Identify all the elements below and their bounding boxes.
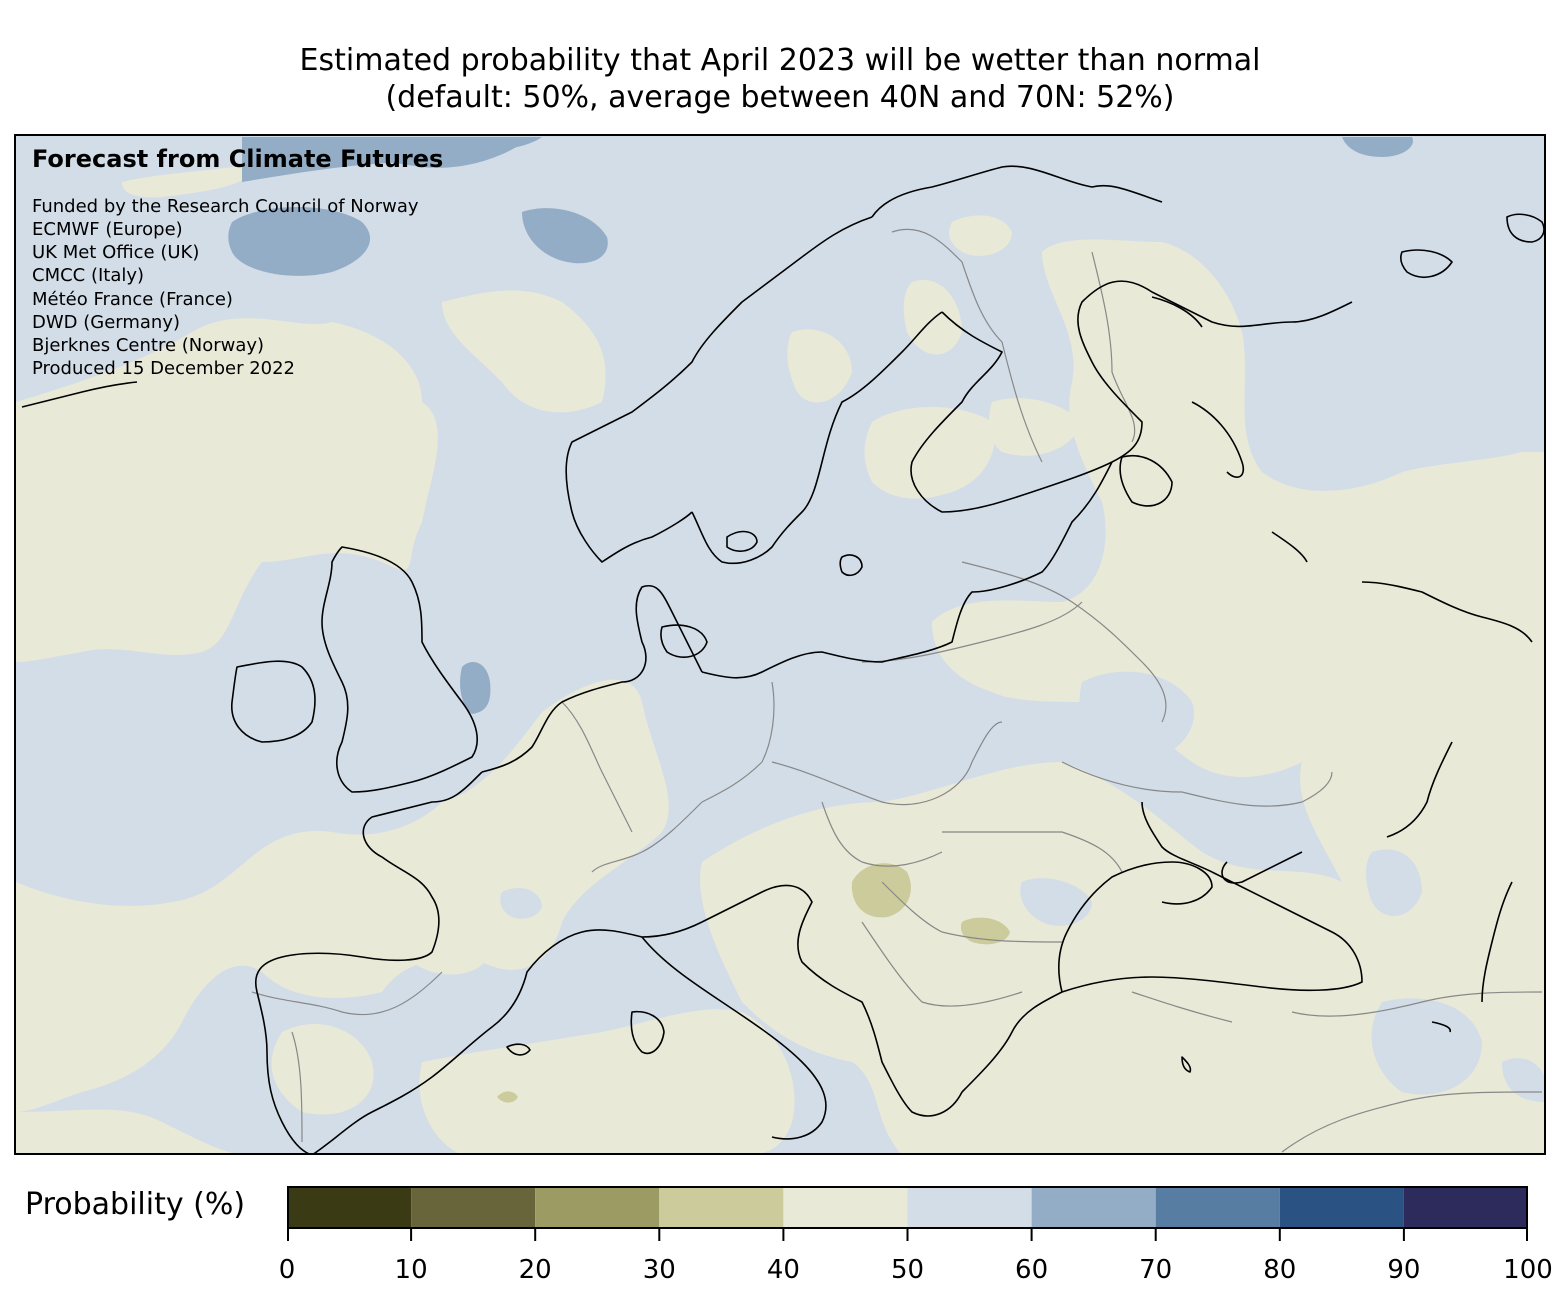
credits-heading: Forecast from Climate Futures [32, 145, 444, 173]
colorbar-tick-label: 60 [1015, 1255, 1049, 1285]
colorbar-bin-40-50 [783, 1186, 908, 1229]
credit-line-ecmwf: ECMWF (Europe) [32, 219, 183, 240]
colorbar-bin-0-10 [287, 1186, 412, 1229]
iceland-coast [21, 381, 138, 408]
colorbar-label: Probability (%) [25, 1187, 246, 1222]
colorbar-tick-label: 0 [278, 1255, 296, 1285]
colorbar-bin-30-40 [659, 1186, 784, 1229]
coastlines [21, 165, 1544, 1153]
colorbar-tick-label: 40 [766, 1255, 800, 1285]
colorbar-bin-90-100 [1403, 1186, 1528, 1229]
colorbar [287, 1186, 1528, 1241]
colorbar-bin-50-60 [907, 1186, 1032, 1229]
probability-map: Forecast from Climate Futures Funded by … [14, 134, 1546, 1155]
credit-line-ukmo: UK Met Office (UK) [32, 242, 200, 263]
colorbar-tick-label: 80 [1263, 1255, 1297, 1285]
colorbar-tick-label: 10 [394, 1255, 428, 1285]
colorbar-bin-10-20 [411, 1186, 536, 1229]
colorbar-bin-20-30 [535, 1186, 660, 1229]
map-canvas [16, 136, 1544, 1153]
chart-title-line1: Estimated probability that April 2023 wi… [299, 43, 1261, 78]
field-40-50 [16, 162, 1544, 1153]
colorbar-tick-label: 30 [642, 1255, 676, 1285]
colorbar-tick-label: 20 [518, 1255, 552, 1285]
credit-line-dwd: DWD (Germany) [32, 312, 181, 333]
colorbar-tick-label: 90 [1387, 1255, 1421, 1285]
colorbar-tick-label: 50 [890, 1255, 925, 1285]
credit-line-bjerknes: Bjerknes Centre (Norway) [32, 335, 265, 356]
country-borders [251, 228, 1543, 1153]
credit-line-cmcc: CMCC (Italy) [32, 265, 145, 286]
colorbar-bin-60-70 [1031, 1186, 1156, 1229]
colorbar-bin-80-90 [1279, 1186, 1404, 1229]
credit-line-produced: Produced 15 December 2022 [32, 358, 296, 379]
chart-title-line2: (default: 50%, average between 40N and 7… [385, 80, 1175, 115]
credit-line-funding: Funded by the Research Council of Norway [32, 196, 419, 217]
credit-line-meteo-france: Météo France (France) [32, 289, 233, 310]
colorbar-bin-70-80 [1155, 1186, 1280, 1229]
field-60-70 [228, 137, 1413, 714]
colorbar-tick-label: 100 [1503, 1255, 1553, 1285]
field-50-60-islands [500, 671, 1544, 1102]
colorbar-frame [287, 1186, 1528, 1229]
colorbar-tick-label: 70 [1139, 1255, 1173, 1285]
